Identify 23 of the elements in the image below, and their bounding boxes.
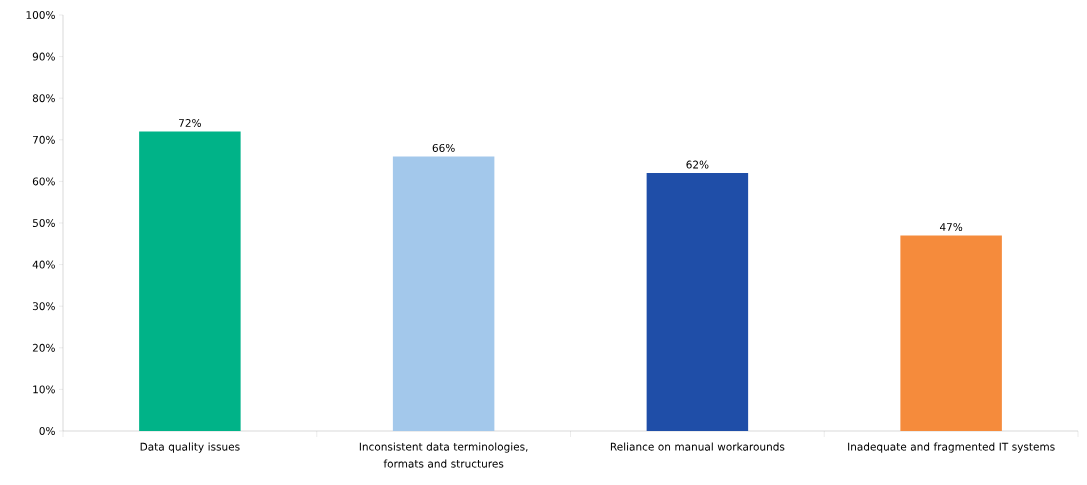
y-tick-label: 30%: [32, 302, 55, 311]
x-tick-label: Inconsistent data terminologies, formats and structures: [359, 442, 528, 468]
x-tick-label: Reliance on manual workarounds: [610, 442, 785, 451]
y-tick-label: 70%: [33, 135, 55, 144]
bar: [139, 131, 241, 431]
data-label: 66%: [432, 143, 455, 152]
y-tick-label: 0%: [39, 427, 55, 435]
y-tick-label: 90%: [32, 52, 55, 61]
y-tick-label: 10%: [33, 385, 55, 394]
y-tick-label: 60%: [32, 177, 55, 186]
y-tick-label: 100%: [26, 11, 55, 19]
data-label: 47%: [939, 223, 963, 231]
y-tick-label: 20%: [32, 343, 55, 352]
bar: [646, 173, 749, 431]
data-label: 62%: [686, 160, 709, 169]
y-tick-label: 40%: [32, 260, 55, 269]
y-tick-label: 80%: [32, 94, 55, 103]
bar: [900, 235, 1002, 431]
bar: [392, 156, 495, 431]
x-tick-label: Inadequate and fragmented IT systems: [848, 442, 1055, 453]
x-tick-label: Data quality issues: [140, 442, 240, 453]
y-tick-label: 50%: [32, 219, 55, 227]
data-label: 72%: [179, 119, 201, 127]
